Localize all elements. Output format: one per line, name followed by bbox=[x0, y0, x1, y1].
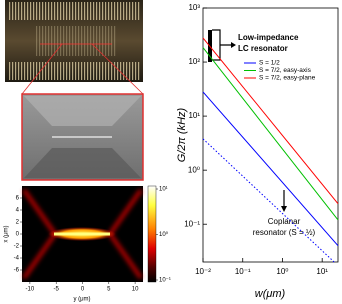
legend-label: S = 1/2 bbox=[259, 60, 280, 67]
heatmap-y-label: x (μm) bbox=[4, 225, 10, 242]
x-tick-label: 10⁻¹ bbox=[235, 267, 251, 276]
series-line bbox=[202, 138, 335, 263]
x-tick-label: 10 bbox=[132, 287, 139, 293]
annotation: LC resonator bbox=[238, 44, 288, 53]
x-tick-label: 10⁰ bbox=[276, 267, 288, 276]
arrow-head bbox=[231, 42, 236, 48]
y-tick-label: -2 bbox=[14, 244, 20, 250]
colorbar-label: 10⁰ bbox=[159, 231, 169, 238]
x-tick-label: -5 bbox=[54, 287, 60, 293]
legend-label: S = 7/2, easy-axis bbox=[259, 67, 312, 74]
y-tick-label: -6 bbox=[14, 268, 20, 274]
colorbar-label: 10¹ bbox=[159, 187, 168, 193]
y-tick-label: 10² bbox=[188, 57, 200, 66]
series-line bbox=[202, 91, 339, 247]
zoom-line bbox=[21, 43, 63, 95]
y-tick-label: 4 bbox=[16, 208, 20, 214]
sem-image bbox=[21, 93, 144, 181]
photo bbox=[5, 0, 143, 82]
y-tick-label: 0 bbox=[16, 232, 20, 238]
y-tick-label: -4 bbox=[14, 256, 20, 262]
zoom-line bbox=[91, 43, 144, 95]
heatmap bbox=[22, 185, 157, 283]
x-tick-label: 10¹ bbox=[316, 267, 328, 276]
annotation: Low-impedance bbox=[238, 33, 299, 42]
y-tick-label: 2 bbox=[16, 220, 20, 226]
colorbar-label: 10⁻¹ bbox=[159, 278, 171, 284]
y-tick-label: 10⁰ bbox=[188, 165, 200, 174]
y-axis-label: G/2π (kHz) bbox=[176, 107, 188, 162]
bracket bbox=[212, 29, 234, 61]
annotation: resonator (S = ½) bbox=[253, 228, 316, 237]
y-tick-label: 6 bbox=[16, 196, 20, 202]
y-tick-label: 10¹ bbox=[188, 111, 200, 120]
x-axis-label: w(μm) bbox=[255, 288, 286, 300]
annotation: Coplanar bbox=[268, 217, 301, 226]
y-tick-label: 10⁻¹ bbox=[184, 219, 200, 228]
x-tick-label: 10⁻² bbox=[195, 267, 211, 276]
x-tick-label: 0 bbox=[81, 287, 85, 293]
arrow-head bbox=[281, 206, 287, 212]
series-line bbox=[202, 37, 339, 204]
legend-label: S = 7/2, easy-plane bbox=[259, 75, 316, 82]
x-tick-label: 5 bbox=[107, 287, 111, 293]
plot-frame bbox=[202, 7, 339, 263]
x-tick-label: -10 bbox=[26, 287, 35, 293]
series-line bbox=[202, 47, 339, 221]
y-tick-label: 10³ bbox=[188, 3, 200, 12]
heatmap-x-label: y (μm) bbox=[73, 297, 90, 303]
